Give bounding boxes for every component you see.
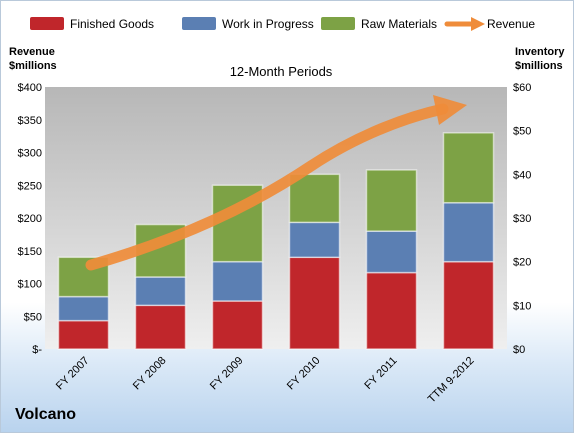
right-tick-label-3: $30: [513, 213, 531, 225]
left-axis-title-line2: $millions: [9, 60, 57, 72]
right-tick-label-5: $50: [513, 126, 531, 138]
bar-finished-goods-3: [288, 256, 341, 350]
company-name: Volcano: [15, 406, 77, 423]
right-tick-label-2: $20: [513, 257, 531, 269]
category-label-5: TTM 9-2012: [426, 355, 477, 406]
legend-swatch-finished-goods: [30, 17, 64, 30]
right-tick-label-0: $0: [513, 344, 525, 356]
bar-work-in-progress-5: [442, 201, 495, 263]
category-label-2: FY 2009: [208, 355, 246, 393]
left-tick-label-0: $-: [32, 344, 42, 356]
left-tick-label-8: $400: [18, 82, 42, 94]
category-labels: FY 2007 FY 2008 FY 2009 FY 2010 FY 2011 TTM 9…: [54, 355, 477, 406]
category-label-3: FY 2010: [285, 355, 323, 393]
legend-swatch-work-in-progress: [182, 17, 216, 30]
legend-label-raw-materials: Raw Materials: [361, 17, 437, 31]
category-label-4: FY 2011: [362, 355, 399, 392]
right-axis-title-line2: $millions: [515, 60, 563, 72]
left-axis-ticks: $- $50 $100 $150 $200 $250 $300 $350 $400: [18, 82, 43, 356]
left-tick-label-6: $300: [18, 148, 42, 160]
bar-work-in-progress-2: [211, 260, 264, 302]
bar-raw-materials-5: [442, 132, 495, 204]
right-tick-label-4: $40: [513, 169, 531, 181]
bar-work-in-progress-1: [134, 276, 187, 307]
left-axis-title-line1: Revenue: [9, 46, 55, 58]
chart-title: 12-Month Periods: [230, 64, 333, 79]
left-tick-label-2: $100: [18, 279, 42, 291]
bar-finished-goods-2: [211, 300, 264, 350]
revenue-trend-arrow: [85, 95, 467, 271]
legend-swatch-raw-materials: [321, 17, 355, 30]
bar-finished-goods-0: [57, 319, 110, 350]
bar-work-in-progress-0: [57, 295, 110, 322]
plot-area: [45, 87, 507, 349]
bar-raw-materials-4: [365, 169, 418, 232]
bar-work-in-progress-3: [288, 221, 341, 259]
bar-raw-materials-3: [288, 173, 341, 224]
left-tick-label-7: $350: [18, 115, 42, 127]
category-label-1: FY 2008: [131, 355, 169, 393]
bar-work-in-progress-4: [365, 230, 418, 274]
legend-label-finished-goods: Finished Goods: [70, 17, 154, 31]
left-tick-label-4: $200: [18, 213, 42, 225]
right-tick-label-6: $60: [513, 82, 531, 94]
right-tick-label-1: $10: [513, 300, 531, 312]
right-axis-title-line1: Inventory: [515, 46, 565, 58]
legend-swatch-revenue: [444, 17, 485, 31]
bar-finished-goods-5: [442, 260, 495, 350]
category-label-0: FY 2007: [54, 355, 92, 393]
left-tick-label-3: $150: [18, 246, 42, 258]
bar-finished-goods-1: [134, 304, 187, 350]
right-axis-ticks: $0 $10 $20 $30 $40 $50 $60: [513, 82, 531, 356]
left-tick-label-5: $250: [18, 180, 42, 192]
legend: Finished Goods Work in Progress Raw Mate…: [30, 17, 535, 31]
legend-label-revenue: Revenue: [487, 17, 535, 31]
left-tick-label-1: $50: [24, 311, 42, 323]
legend-label-work-in-progress: Work in Progress: [222, 17, 314, 31]
bar-finished-goods-4: [365, 271, 418, 350]
